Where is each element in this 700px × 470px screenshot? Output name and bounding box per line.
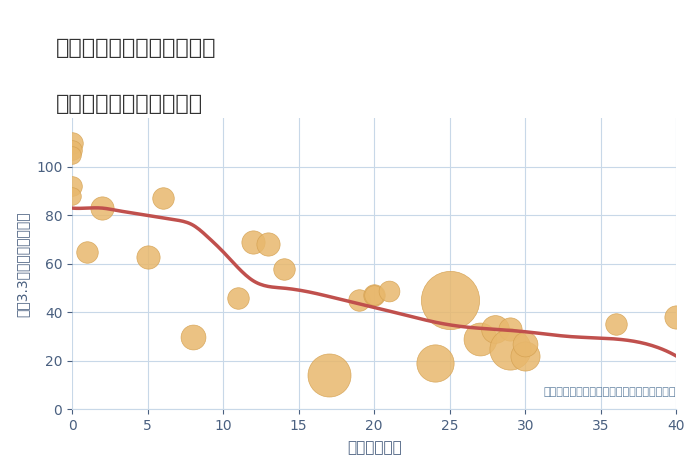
Y-axis label: 坪（3.3㎡）単価（万円）: 坪（3.3㎡）単価（万円） [15,211,29,317]
Text: 円の大きさは、取引のあった物件面積を示す: 円の大きさは、取引のあった物件面積を示す [544,387,676,397]
Point [610,321,622,328]
Point [489,326,500,333]
Point [519,352,531,360]
Point [262,241,274,248]
Point [66,182,78,190]
Point [142,253,153,260]
Point [671,313,682,321]
Point [232,294,244,302]
Point [323,372,335,379]
Text: 兵庫県姫路市香寺町中屋の: 兵庫県姫路市香寺町中屋の [56,38,216,58]
Point [81,248,92,256]
Point [66,146,78,154]
Text: 築年数別中古戸建て価格: 築年数別中古戸建て価格 [56,94,203,114]
Point [429,360,440,367]
Point [188,333,199,340]
Point [505,345,516,352]
Point [157,195,168,202]
Point [354,297,365,304]
Point [248,238,259,246]
Point [444,297,455,304]
Point [278,265,289,273]
Point [368,291,379,299]
X-axis label: 築年数（年）: 築年数（年） [346,440,402,455]
Point [66,139,78,146]
Point [97,204,108,212]
Point [368,291,379,299]
Point [66,151,78,158]
Point [505,326,516,333]
Point [384,287,395,294]
Point [66,192,78,200]
Point [519,340,531,348]
Point [475,335,486,343]
